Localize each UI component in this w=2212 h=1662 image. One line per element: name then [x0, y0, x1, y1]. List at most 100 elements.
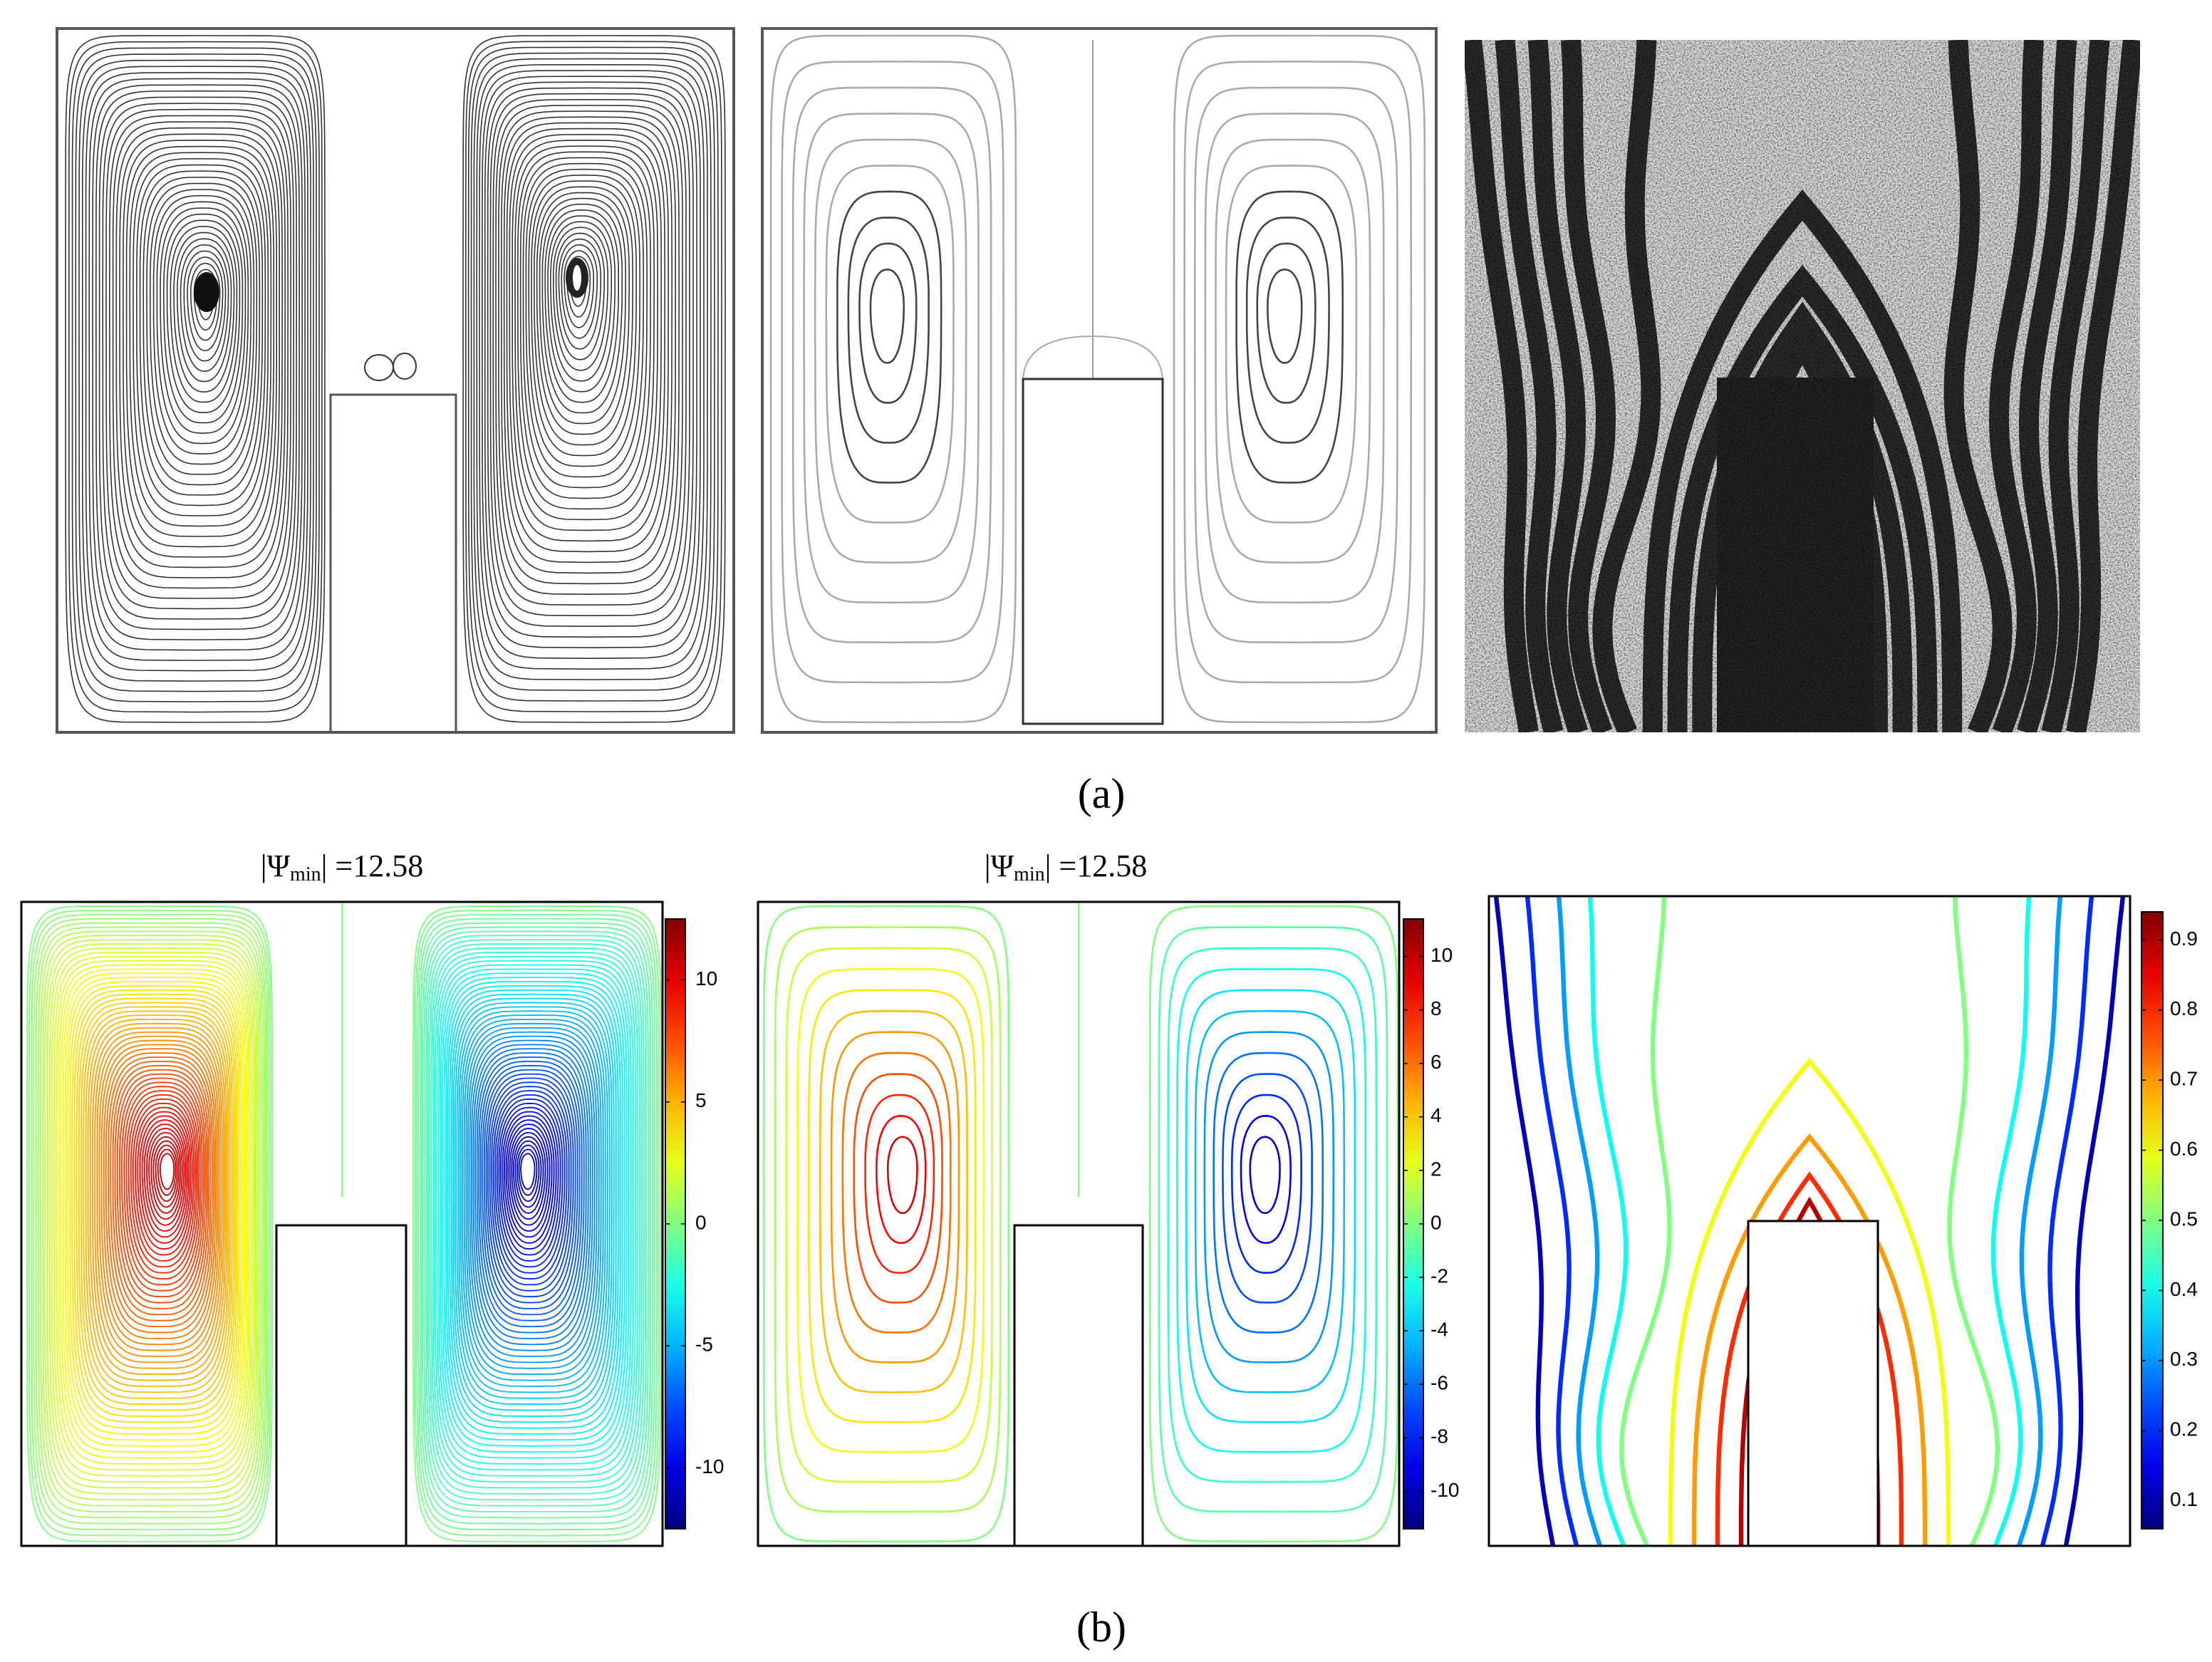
core	[573, 265, 581, 291]
streamline	[1203, 1031, 1335, 1364]
title-part: | =12.58	[321, 848, 424, 883]
streamline	[791, 86, 992, 644]
streamline	[443, 977, 625, 1441]
streamline	[85, 71, 308, 661]
streamline	[1249, 1136, 1281, 1215]
streamline	[440, 968, 630, 1453]
streamline	[519, 157, 652, 499]
streamline	[803, 113, 980, 604]
isotherm	[1556, 896, 1603, 1546]
isotherm	[1619, 896, 1672, 1546]
streamline	[156, 201, 249, 445]
streamline	[796, 968, 985, 1453]
streamline	[869, 269, 905, 364]
streamline	[509, 1128, 549, 1226]
colorbar-tick-label: 0.3	[2170, 1348, 2198, 1370]
streamline	[73, 993, 238, 1417]
streamline	[94, 1031, 223, 1364]
streamline	[544, 209, 619, 403]
streamline	[85, 1014, 230, 1387]
streamline	[112, 121, 286, 578]
streamline	[528, 174, 641, 467]
streamline	[541, 203, 623, 414]
streamline	[495, 105, 683, 596]
streamline	[472, 1044, 591, 1346]
streamline	[769, 34, 1017, 724]
streamline	[469, 1035, 596, 1357]
isotherm	[1587, 896, 1629, 1546]
streamline	[155, 1144, 178, 1203]
isotherm	[2016, 896, 2063, 1546]
streamline	[69, 985, 242, 1429]
streamline	[91, 1027, 225, 1369]
streamline	[31, 913, 270, 1531]
eddy	[393, 353, 417, 380]
streamline	[462, 35, 726, 723]
streamline	[547, 215, 616, 393]
colorbar-tick-label: 0.2	[2170, 1418, 2198, 1440]
streamline	[533, 186, 634, 446]
title-subscript: min	[290, 863, 321, 885]
streamline	[152, 1140, 180, 1208]
colorbar-tick-label: -6	[1430, 1372, 1448, 1394]
streamline	[162, 213, 244, 424]
streamline	[53, 955, 253, 1471]
streamline	[125, 145, 274, 537]
isotherm	[1947, 896, 2000, 1546]
streamline	[459, 1014, 606, 1387]
streamline	[412, 905, 662, 1542]
streamline	[500, 116, 677, 574]
panel: 0.1 0.2 0.3 0.4 0.5 0.6 0.7 0.8 0.9	[1487, 895, 2198, 1547]
colorbar-tick-label: 10	[695, 967, 717, 990]
streamline	[427, 939, 645, 1495]
streamline	[1183, 61, 1413, 684]
streamline	[122, 139, 277, 548]
streamline	[471, 1039, 593, 1351]
streamline	[65, 35, 326, 723]
streamline	[430, 947, 640, 1483]
streamline	[132, 1102, 195, 1262]
colorbar-tick-label: 0.7	[2170, 1068, 2198, 1090]
title-part: |Ψ	[261, 848, 291, 883]
streamline	[125, 1090, 200, 1280]
streamline	[531, 180, 638, 457]
streamline	[1245, 217, 1330, 444]
streamline	[89, 1022, 227, 1376]
streamline	[1173, 34, 1426, 724]
streamline	[44, 939, 260, 1495]
streamline	[425, 935, 647, 1501]
streamline	[483, 1069, 578, 1309]
streamline	[75, 53, 317, 692]
streamline	[78, 1002, 235, 1406]
streamline	[157, 1148, 177, 1196]
streamline	[139, 1115, 190, 1244]
streamline	[116, 1073, 207, 1304]
isotherm	[1691, 1133, 1928, 1546]
streamline	[130, 1098, 197, 1268]
streamline	[141, 1119, 188, 1238]
streamline	[502, 1111, 557, 1250]
obstacle	[1013, 1224, 1144, 1547]
streamline	[456, 1006, 611, 1399]
frame	[20, 900, 664, 1547]
streamline	[445, 981, 623, 1435]
streamline	[108, 1056, 213, 1328]
streamline	[858, 242, 918, 404]
streamline	[1230, 1094, 1302, 1274]
streamline	[507, 1123, 551, 1232]
caption: (b)	[1076, 1604, 1126, 1651]
obstacle	[1022, 378, 1164, 725]
streamline	[146, 182, 258, 475]
streamline	[81, 1006, 233, 1399]
colorbar-tick-label: 0.8	[2170, 997, 2198, 1019]
streamline	[498, 1102, 561, 1262]
colorbar-tick-label: 10	[1430, 944, 1453, 966]
streamline	[58, 964, 250, 1459]
streamline	[64, 977, 245, 1441]
streamline	[536, 192, 630, 435]
streamline	[785, 947, 993, 1483]
frame	[761, 27, 1438, 734]
streamline	[437, 964, 632, 1459]
